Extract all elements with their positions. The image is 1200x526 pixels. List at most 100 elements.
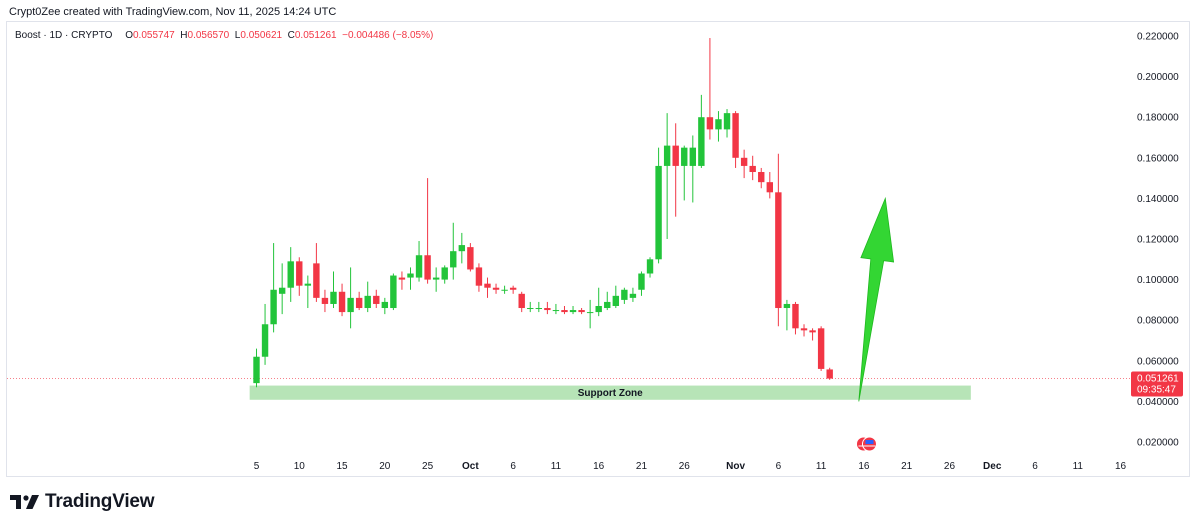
candle-body[interactable] [800, 328, 808, 331]
candle-body[interactable] [809, 330, 816, 333]
candle-body[interactable] [561, 310, 568, 313]
high-label: H [180, 30, 188, 41]
time-axis-label: 11 [1073, 461, 1084, 472]
time-axis-label: 10 [294, 461, 306, 472]
candle-body[interactable] [278, 287, 286, 294]
candle-body[interactable] [740, 157, 748, 166]
candle-body[interactable] [783, 303, 791, 309]
candle-body[interactable] [381, 301, 389, 309]
last-price-value: 0.051261 [1137, 374, 1179, 385]
price-axis-label: 0.040000 [1137, 397, 1179, 408]
candle-body[interactable] [672, 145, 679, 166]
time-axis-label: 15 [336, 461, 348, 472]
candle-body[interactable] [270, 289, 277, 325]
candle-body[interactable] [706, 117, 714, 130]
candle-body[interactable] [390, 275, 397, 309]
candle-body[interactable] [492, 287, 500, 290]
candle-body[interactable] [407, 273, 414, 278]
candle-body[interactable] [715, 119, 722, 130]
candle-body[interactable] [424, 255, 431, 280]
time-axis-label: 11 [816, 461, 827, 472]
candle-body[interactable] [621, 289, 628, 300]
candle-body[interactable] [501, 289, 508, 291]
candle-body[interactable] [467, 247, 474, 270]
symbol-legend: Boost · 1D · CRYPTO O0.055747 H0.056570 … [15, 30, 433, 41]
price-axis-label: 0.120000 [1137, 235, 1179, 246]
time-axis-label: 6 [776, 461, 782, 472]
candle-body[interactable] [338, 291, 346, 313]
candle-body[interactable] [544, 308, 551, 311]
candle-body[interactable] [775, 192, 782, 309]
candle-body[interactable] [364, 295, 371, 309]
candle-body[interactable] [826, 369, 833, 379]
chart-credit: Crypt0Zee created with TradingView.com, … [9, 6, 337, 18]
candle-body[interactable] [373, 295, 380, 304]
candle-body[interactable] [604, 301, 611, 309]
candle-body[interactable] [347, 297, 354, 313]
candle-body[interactable] [484, 283, 491, 288]
candle-body[interactable] [432, 277, 440, 280]
candle-body[interactable] [398, 277, 406, 280]
candle-body[interactable] [629, 293, 637, 298]
candle-body[interactable] [612, 295, 620, 306]
candle-body[interactable] [595, 305, 602, 313]
candle-body[interactable] [475, 267, 483, 286]
close-value: 0.051261 [294, 30, 337, 41]
candle-body[interactable] [569, 310, 577, 313]
candle-body[interactable] [415, 255, 423, 278]
candle-body[interactable] [261, 324, 269, 357]
candle-body[interactable] [749, 165, 756, 173]
candle-body[interactable] [313, 263, 320, 298]
candle-body[interactable] [321, 297, 329, 304]
candle-body[interactable] [792, 303, 799, 329]
time-axis-label: 6 [510, 461, 516, 472]
candle-body[interactable] [287, 261, 294, 288]
candle-body[interactable] [723, 113, 731, 130]
candle-body[interactable] [578, 310, 585, 313]
candle-body[interactable] [766, 182, 773, 193]
candle-body[interactable] [458, 245, 466, 252]
low-label: L [234, 30, 241, 41]
candle-body[interactable] [296, 261, 303, 286]
candle-body[interactable] [253, 356, 260, 384]
candle-body[interactable] [509, 287, 517, 290]
candle-body[interactable] [681, 147, 688, 166]
green-up-arrow[interactable] [858, 196, 895, 402]
candle-body[interactable] [817, 328, 825, 369]
candle-body[interactable] [732, 113, 739, 158]
candle-body[interactable] [638, 273, 645, 290]
candle-body[interactable] [689, 147, 697, 166]
time-axis-label: Nov [726, 461, 745, 472]
candle-body[interactable] [527, 308, 534, 310]
support-zone-box[interactable] [249, 385, 971, 400]
time-axis-label: 5 [254, 461, 260, 472]
time-axis-label: 16 [593, 461, 605, 472]
candle-body[interactable] [663, 145, 671, 166]
candle-body[interactable] [535, 308, 543, 310]
candle-body[interactable] [758, 172, 765, 183]
candle-body[interactable] [518, 293, 525, 309]
price-axis-label: 0.100000 [1137, 275, 1179, 286]
candle-body[interactable] [698, 117, 705, 166]
time-axis-label: 25 [422, 461, 434, 472]
time-axis-label: 26 [679, 461, 691, 472]
time-axis-label: Dec [983, 461, 1002, 472]
candle-body[interactable] [355, 297, 363, 309]
candle-body[interactable] [655, 165, 662, 260]
time-axis-label: 6 [1032, 461, 1038, 472]
candle-body[interactable] [330, 291, 337, 304]
candle-body[interactable] [586, 312, 594, 314]
candle-body[interactable] [646, 259, 654, 274]
candle-body[interactable] [552, 310, 560, 312]
candle-body[interactable] [441, 267, 448, 280]
chart-frame [6, 21, 1190, 477]
time-axis-label: 16 [858, 461, 870, 472]
candle-body[interactable] [304, 283, 312, 286]
tradingview-logo[interactable]: TradingView [10, 491, 155, 513]
price-axis-label: 0.060000 [1137, 356, 1179, 367]
candle-body[interactable] [450, 251, 457, 268]
price-axis-label: 0.160000 [1137, 153, 1179, 164]
bar-countdown: 09:35:47 [1137, 385, 1176, 396]
symbol-name: Boost · 1D · CRYPTO [15, 30, 113, 41]
